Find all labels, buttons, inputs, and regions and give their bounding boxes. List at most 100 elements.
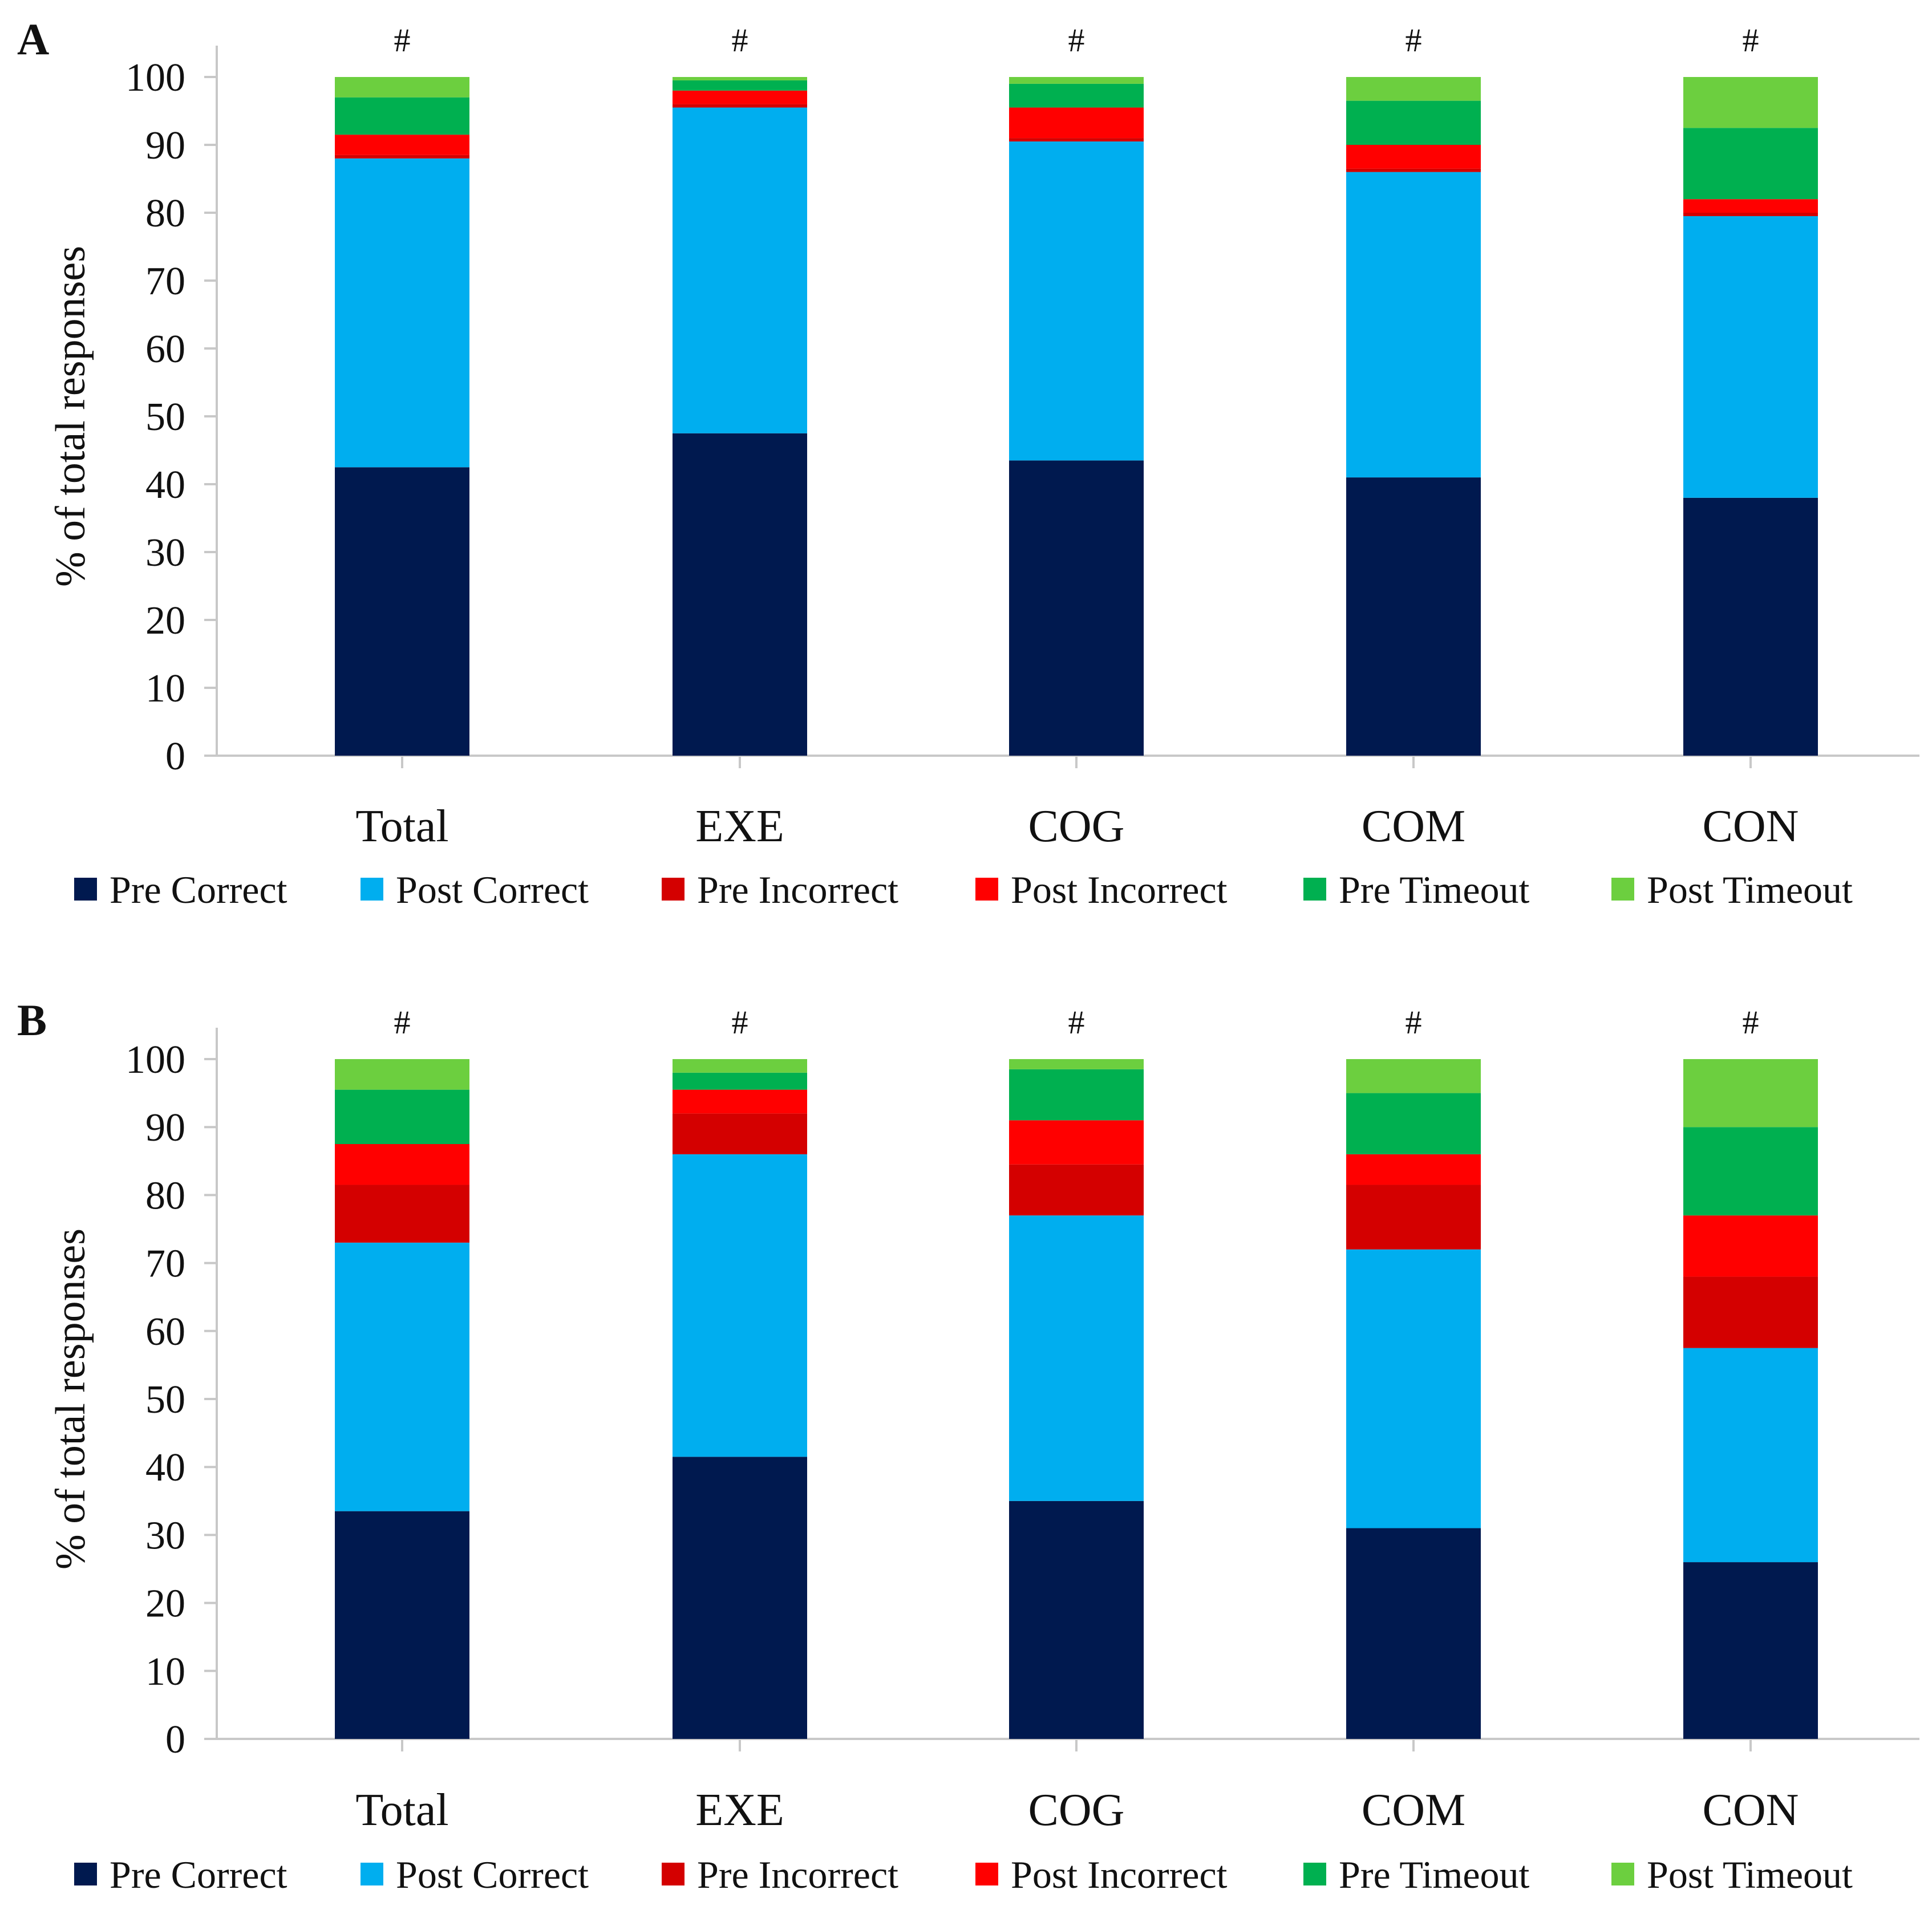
bar-segment-cog-pre-correct bbox=[1009, 460, 1144, 756]
x-tick-label-com: COM bbox=[1362, 1785, 1465, 1835]
bar-segment-com-post-correct bbox=[1346, 172, 1481, 478]
bar-segment-total-post-timeout bbox=[335, 1059, 469, 1090]
bar-segment-com-pre-correct bbox=[1346, 1528, 1481, 1739]
bar-segment-cog-post-incorrect bbox=[1009, 107, 1144, 139]
bar-segment-exe-post-timeout bbox=[673, 77, 807, 80]
legend: Pre Correct Post Correct Pre Incorrect Post… bbox=[74, 868, 1853, 911]
bar-segment-com-pre-timeout bbox=[1346, 1093, 1481, 1154]
significance-mark: # bbox=[1068, 22, 1085, 59]
bar-segment-total-pre-correct bbox=[335, 1511, 469, 1739]
x-tick-label-total: Total bbox=[355, 1785, 448, 1835]
significance-mark: # bbox=[1743, 1004, 1759, 1041]
panel-label: B bbox=[17, 995, 47, 1045]
legend-label-pre-timeout: Pre Timeout bbox=[1339, 1853, 1530, 1896]
y-tick-label: 70 bbox=[145, 1242, 185, 1286]
x-tick-label-exe: EXE bbox=[695, 1785, 784, 1835]
y-tick-label: 50 bbox=[145, 395, 185, 439]
x-tick-label-exe: EXE bbox=[695, 801, 784, 851]
legend-label-post-correct: Post Correct bbox=[396, 1853, 589, 1896]
chart-panel-b: B 0 10 20 30 40 50 60 70 80 90 100 % of total respon… bbox=[17, 995, 1919, 1896]
bar-segment-con-post-correct bbox=[1683, 216, 1818, 498]
legend-label-post-timeout: Post Timeout bbox=[1647, 868, 1853, 911]
significance-mark: # bbox=[1743, 22, 1759, 59]
panel-label: A bbox=[17, 14, 49, 64]
legend-label-pre-timeout: Pre Timeout bbox=[1339, 868, 1530, 911]
bar-segment-total-post-correct bbox=[335, 1242, 469, 1511]
bar-segment-com-post-incorrect bbox=[1346, 1154, 1481, 1185]
bar-segment-con-pre-correct bbox=[1683, 497, 1818, 756]
bar-segment-total-post-timeout bbox=[335, 77, 469, 98]
bar-segment-total-pre-timeout bbox=[335, 1089, 469, 1144]
legend: Pre Correct Post Correct Pre Incorrect Post… bbox=[74, 1853, 1853, 1896]
bar-segment-cog-pre-timeout bbox=[1009, 83, 1144, 108]
y-tick-label: 40 bbox=[145, 1446, 185, 1490]
chart-panel-a: A 0 10 20 30 40 50 60 70 80 90 100 % of total respon… bbox=[17, 14, 1919, 911]
bar-segment-exe-post-incorrect bbox=[673, 90, 807, 104]
bar-segment-cog-pre-incorrect bbox=[1009, 138, 1144, 142]
x-tick-label-con: CON bbox=[1703, 1785, 1799, 1835]
significance-mark: # bbox=[1068, 1004, 1085, 1041]
bar-segment-con-pre-incorrect bbox=[1683, 1276, 1818, 1348]
bar-segment-con-post-incorrect bbox=[1683, 199, 1818, 213]
y-tick-label: 80 bbox=[145, 192, 185, 236]
bar-segment-con-post-correct bbox=[1683, 1348, 1818, 1563]
x-tick-label-cog: COG bbox=[1028, 801, 1125, 851]
bar-segment-com-pre-correct bbox=[1346, 477, 1481, 756]
y-tick-label: 10 bbox=[145, 667, 185, 711]
bar-segment-com-post-correct bbox=[1346, 1249, 1481, 1528]
x-tick-label-con: CON bbox=[1703, 801, 1799, 851]
bar-segment-cog-pre-correct bbox=[1009, 1501, 1144, 1739]
x-tick-label-total: Total bbox=[355, 801, 448, 851]
y-tick-label: 10 bbox=[145, 1650, 185, 1694]
significance-mark: # bbox=[394, 1004, 411, 1041]
bar-segment-cog-post-timeout bbox=[1009, 1059, 1144, 1069]
legend-swatch-pre-correct bbox=[74, 878, 97, 901]
legend-swatch-pre-incorrect bbox=[662, 1863, 684, 1885]
bar-segment-exe-pre-timeout bbox=[673, 80, 807, 91]
bar-segment-total-pre-incorrect bbox=[335, 1185, 469, 1243]
bar-segment-total-post-incorrect bbox=[335, 1144, 469, 1185]
significance-mark: # bbox=[732, 1004, 748, 1041]
significance-mark: # bbox=[732, 22, 748, 59]
legend-label-post-timeout: Post Timeout bbox=[1647, 1853, 1853, 1896]
bar-segment-exe-post-timeout bbox=[673, 1059, 807, 1073]
bar-segment-exe-pre-correct bbox=[673, 1457, 807, 1739]
bar-segment-total-pre-incorrect bbox=[335, 155, 469, 159]
y-tick-label: 60 bbox=[145, 327, 185, 371]
legend-label-post-correct: Post Correct bbox=[396, 868, 589, 911]
bar-segment-con-pre-timeout bbox=[1683, 128, 1818, 200]
y-axis-title: % of total responses bbox=[47, 1228, 94, 1570]
y-tick-label: 0 bbox=[165, 735, 185, 778]
bar-segment-exe-post-correct bbox=[673, 107, 807, 433]
bar-segment-con-pre-timeout bbox=[1683, 1127, 1818, 1216]
y-tick-label: 0 bbox=[165, 1718, 185, 1762]
significance-mark: # bbox=[394, 22, 411, 59]
legend-label-pre-correct: Pre Correct bbox=[110, 868, 287, 911]
bar-segment-con-post-timeout bbox=[1683, 1059, 1818, 1128]
y-tick-label: 60 bbox=[145, 1310, 185, 1354]
y-tick-label: 20 bbox=[145, 599, 185, 643]
bar-segment-con-post-incorrect bbox=[1683, 1215, 1818, 1277]
y-tick-label: 30 bbox=[145, 1514, 185, 1558]
bar-segment-exe-post-correct bbox=[673, 1154, 807, 1457]
y-axis-title: % of total responses bbox=[47, 246, 94, 587]
legend-swatch-post-correct bbox=[361, 1863, 383, 1885]
significance-mark: # bbox=[1406, 1004, 1422, 1041]
y-tick-label: 100 bbox=[125, 56, 185, 100]
legend-swatch-pre-incorrect bbox=[662, 878, 684, 901]
bar-segment-com-post-incorrect bbox=[1346, 145, 1481, 169]
bar-segment-total-pre-correct bbox=[335, 467, 469, 756]
y-tick-label: 40 bbox=[145, 463, 185, 507]
y-tick-label: 20 bbox=[145, 1582, 185, 1626]
bar-segment-total-post-correct bbox=[335, 158, 469, 468]
legend-label-post-incorrect: Post Incorrect bbox=[1011, 868, 1228, 911]
legend-label-pre-correct: Pre Correct bbox=[110, 1853, 287, 1896]
bar-segment-exe-pre-correct bbox=[673, 433, 807, 756]
bar-segment-com-pre-incorrect bbox=[1346, 168, 1481, 172]
bar-segment-cog-post-timeout bbox=[1009, 77, 1144, 84]
bar-segment-exe-pre-incorrect bbox=[673, 1113, 807, 1154]
legend-swatch-post-incorrect bbox=[975, 878, 998, 901]
bar-segment-cog-post-correct bbox=[1009, 1215, 1144, 1501]
bar-segment-com-pre-incorrect bbox=[1346, 1185, 1481, 1250]
